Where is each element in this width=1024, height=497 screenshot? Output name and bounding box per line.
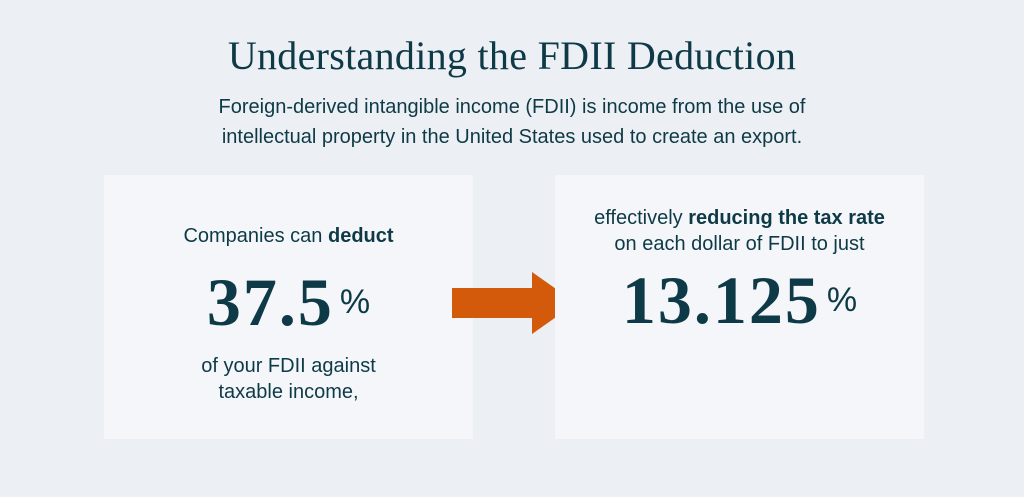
- arrow-right-icon: [452, 272, 576, 334]
- tax-rate-intro-line-1: effectively reducing the tax rate: [555, 205, 924, 231]
- deduction-intro: Companies can deduct: [104, 223, 473, 249]
- deduction-card: Companies can deduct 37.5% of your FDII …: [104, 175, 473, 439]
- deduction-intro-bold: deduct: [327, 225, 394, 247]
- deduction-outro-line-2: taxable income,: [218, 381, 359, 403]
- tax-rate-card: effectively reducing the tax rate on eac…: [555, 175, 924, 439]
- tax-rate-value-group: 13.125%: [555, 261, 924, 340]
- subtitle-line-2: intellectual property in the United Stat…: [221, 126, 803, 148]
- tax-rate-unit: %: [826, 281, 858, 319]
- page-subtitle: Foreign-derived intangible income (FDII)…: [0, 92, 1024, 152]
- deduction-value-group: 37.5%: [104, 263, 473, 342]
- arrow-right-shape: [452, 272, 576, 334]
- deduction-value: 37.5: [206, 264, 334, 340]
- deduction-outro-line-1: of your FDII against: [201, 355, 376, 377]
- deduction-intro-text: Companies can: [183, 225, 328, 247]
- deduction-outro: of your FDII against taxable income,: [104, 353, 473, 405]
- tax-rate-intro: effectively reducing the tax rate on eac…: [555, 205, 924, 257]
- deduction-unit: %: [339, 283, 371, 321]
- page-title: Understanding the FDII Deduction: [227, 33, 797, 78]
- tax-rate-intro-text: effectively: [594, 207, 689, 229]
- tax-rate-intro-line-2: on each dollar of FDII to just: [614, 233, 865, 255]
- tax-rate-intro-bold: reducing the tax rate: [688, 207, 885, 229]
- tax-rate-value: 13.125: [621, 262, 821, 338]
- subtitle-line-1: Foreign-derived intangible income (FDII)…: [218, 96, 806, 118]
